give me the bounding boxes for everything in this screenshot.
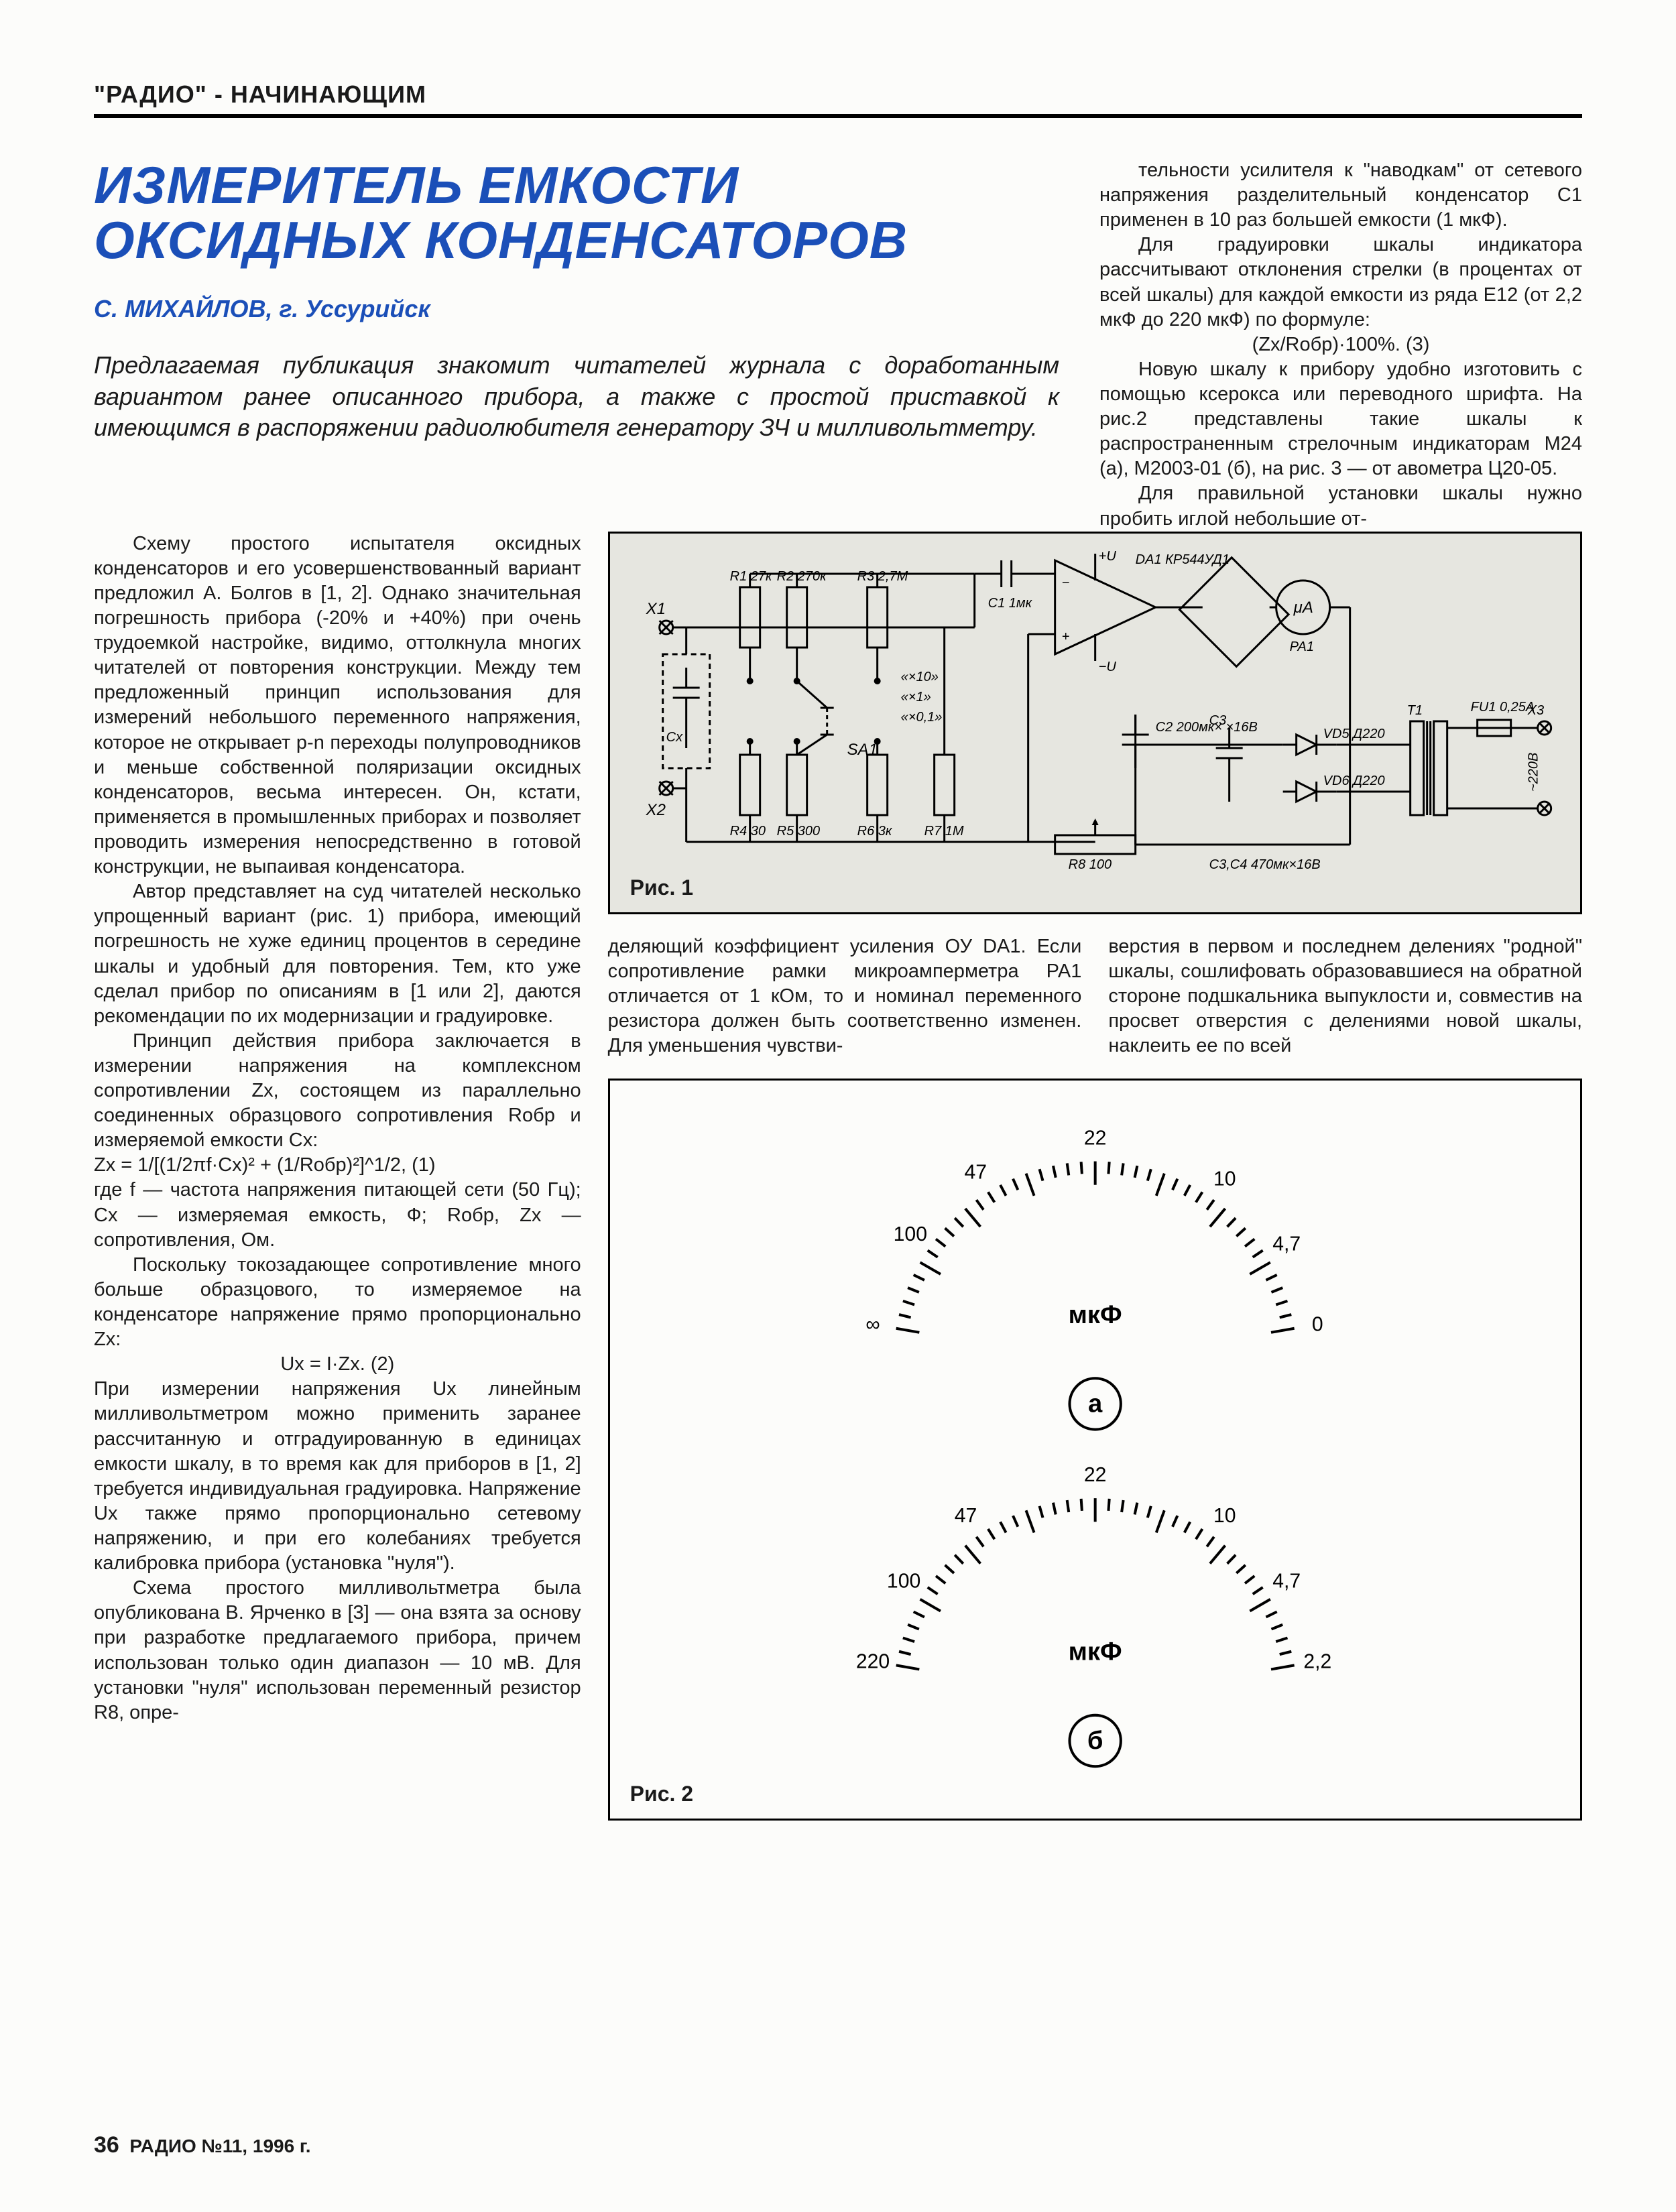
svg-text:μA: μA	[1293, 599, 1313, 617]
svg-text:22: 22	[1084, 1464, 1107, 1486]
p: При измерении напряжения Ux линейным мил…	[94, 1377, 581, 1576]
svg-text:4,7: 4,7	[1272, 1233, 1301, 1255]
svg-text:мкФ: мкФ	[1068, 1638, 1122, 1666]
svg-text:R8 100: R8 100	[1068, 857, 1112, 872]
p: Для градуировки шкалы индикатора рассчит…	[1099, 233, 1582, 332]
svg-text:Cx: Cx	[666, 730, 682, 745]
svg-text:С3,С4 470мк×16В: С3,С4 470мк×16В	[1209, 857, 1320, 872]
page-number: 36	[94, 2132, 119, 2158]
p: Для правильной установки шкалы нужно про…	[1099, 481, 1582, 531]
dials-svg: .dk{stroke:#000;stroke-width:4;fill:none…	[623, 1094, 1567, 1801]
footer: 36 РАДИО №11, 1996 г.	[94, 2132, 311, 2158]
svg-text:X1: X1	[645, 600, 665, 618]
svg-text:R1 27к: R1 27к	[729, 569, 772, 584]
svg-text:R3 2,7М: R3 2,7М	[857, 569, 908, 584]
svg-text:C2 200мк× ×16В: C2 200мк× ×16В	[1155, 720, 1257, 735]
mid-two-col: деляющий коэффициент усиления ОУ DA1. Ес…	[608, 934, 1582, 1059]
p: верстия в первом и последнем делениях "р…	[1108, 934, 1582, 1059]
p: где f — частота напряжения питающей сети…	[94, 1178, 581, 1252]
svg-text:а: а	[1088, 1390, 1103, 1418]
svg-text:C1 1мк: C1 1мк	[987, 596, 1032, 611]
svg-text:VD5 Д220: VD5 Д220	[1323, 727, 1384, 741]
svg-text:47: 47	[954, 1505, 977, 1527]
header-left: ИЗМЕРИТЕЛЬ ЕМКОСТИ ОКСИДНЫХ КОНДЕНСАТОРО…	[94, 158, 1059, 532]
svg-text:R4 30: R4 30	[729, 824, 765, 839]
svg-text:VD6 Д220: VD6 Д220	[1323, 774, 1384, 788]
abstract: Предлагаемая публикация знакомит читател…	[94, 350, 1059, 444]
p: Поскольку токозадающее сопротивление мно…	[94, 1253, 581, 1352]
svg-text:+: +	[1061, 629, 1069, 644]
rubric: "РАДИО" - НАЧИНАЮЩИМ	[94, 80, 1582, 109]
svg-text:+U: +U	[1098, 549, 1116, 564]
formula-2: Ux = I·Zx. (2)	[94, 1352, 581, 1377]
svg-text:X3: X3	[1527, 703, 1543, 718]
column-right: .w{stroke:#000;stroke-width:3;fill:none}…	[608, 532, 1582, 1821]
p: Автор представляет на суд читателей неск…	[94, 879, 581, 1029]
schematic-svg: .w{stroke:#000;stroke-width:3;fill:none}…	[623, 547, 1567, 896]
svg-text:100: 100	[893, 1223, 926, 1245]
p: тельности усилителя к "наводкам" от сете…	[1099, 158, 1582, 233]
header-right-column: тельности усилителя к "наводкам" от сете…	[1099, 158, 1582, 532]
formula-1: Zx = 1/[(1/2πf·Cx)² + (1/Rобр)²]^1/2, (1…	[94, 1153, 581, 1178]
p: Схема простого милливольтметра была опуб…	[94, 1576, 581, 1725]
p: деляющий коэффициент усиления ОУ DA1. Ес…	[608, 934, 1082, 1059]
svg-text:10: 10	[1213, 1505, 1236, 1527]
figure-1: .w{stroke:#000;stroke-width:3;fill:none}…	[608, 532, 1582, 914]
figure-2-label: Рис. 2	[630, 1782, 693, 1806]
p: Схему простого испытателя оксидных конде…	[94, 532, 581, 880]
figure-2: .dk{stroke:#000;stroke-width:4;fill:none…	[608, 1079, 1582, 1820]
author-line: С. МИХАЙЛОВ, г. Уссурийск	[94, 295, 1059, 323]
svg-text:−: −	[1061, 576, 1069, 591]
svg-text:R6 3к: R6 3к	[857, 824, 892, 839]
svg-text:SA1: SA1	[847, 741, 877, 759]
header-row: ИЗМЕРИТЕЛЬ ЕМКОСТИ ОКСИДНЫХ КОНДЕНСАТОРО…	[94, 158, 1582, 532]
p: Принцип действия прибора заключается в и…	[94, 1029, 581, 1154]
column-left: Схему простого испытателя оксидных конде…	[94, 532, 581, 1821]
figure-1-label: Рис. 1	[630, 875, 693, 900]
svg-text:X2: X2	[645, 801, 665, 819]
svg-text:−U: −U	[1098, 660, 1116, 674]
rule-top	[94, 114, 1582, 118]
formula-3: (Zx/Rобр)·100%. (3)	[1099, 332, 1582, 357]
svg-text:DA1 КР544УД1: DA1 КР544УД1	[1135, 552, 1229, 567]
svg-text:~220В: ~220В	[1526, 752, 1541, 791]
svg-text:T1: T1	[1406, 703, 1422, 718]
svg-text:2,2: 2,2	[1303, 1650, 1331, 1672]
svg-text:мкФ: мкФ	[1068, 1300, 1122, 1329]
svg-text:4,7: 4,7	[1272, 1570, 1301, 1592]
svg-text:«×10»: «×10»	[900, 670, 938, 684]
svg-text:С3: С3	[1209, 713, 1226, 728]
svg-text:«×0,1»: «×0,1»	[900, 710, 942, 725]
p: Новую шкалу к прибору удобно изготовить …	[1099, 357, 1582, 482]
svg-text:R5 300: R5 300	[776, 824, 820, 839]
svg-text:∞: ∞	[865, 1314, 880, 1336]
main-columns: Схему простого испытателя оксидных конде…	[94, 532, 1582, 1821]
svg-text:FU1 0,25А: FU1 0,25А	[1470, 700, 1535, 715]
svg-text:10: 10	[1213, 1168, 1236, 1190]
svg-text:PA1: PA1	[1289, 639, 1313, 654]
issue-ref: РАДИО №11, 1996 г.	[129, 2136, 310, 2156]
svg-text:100: 100	[887, 1570, 920, 1592]
svg-text:«×1»: «×1»	[900, 690, 931, 704]
svg-text:220: 220	[856, 1650, 890, 1672]
svg-text:47: 47	[964, 1162, 987, 1184]
article-title: ИЗМЕРИТЕЛЬ ЕМКОСТИ ОКСИДНЫХ КОНДЕНСАТОРО…	[94, 158, 1059, 268]
svg-text:R2 270к: R2 270к	[776, 569, 827, 584]
svg-text:22: 22	[1084, 1127, 1107, 1150]
svg-text:0: 0	[1312, 1314, 1323, 1336]
svg-text:б: б	[1087, 1726, 1103, 1755]
